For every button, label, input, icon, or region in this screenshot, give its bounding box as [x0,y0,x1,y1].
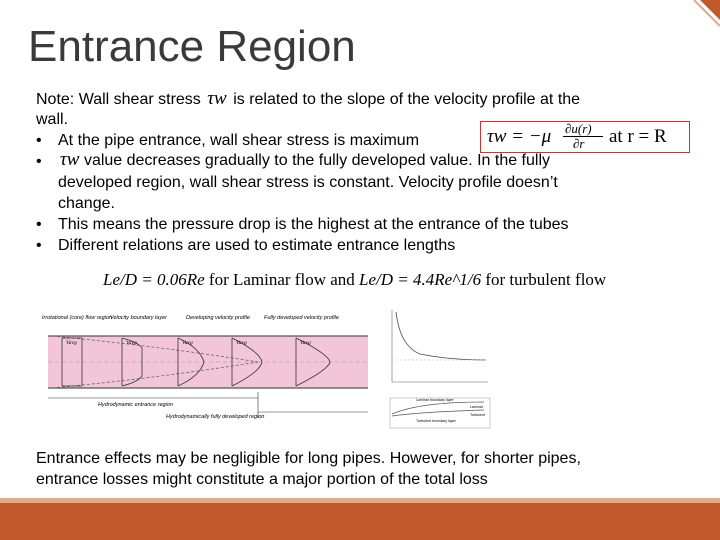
bullet-4: Different relations are used to estimate… [58,237,456,254]
closing-paragraph: Entrance effects may be negligible for l… [36,448,686,490]
bullet-1: At the pipe entrance, wall shear stress … [58,132,420,149]
label-fully-developed-profile: Fully developed velocity profile [264,315,339,321]
boundary-layer-top [51,335,259,363]
vavg-label: Vavg [236,340,247,346]
laminar-layer-curve [391,401,485,415]
turbulent-label: for turbulent flow [485,270,607,289]
shear-decay-figure: Laminar boundary layer Turbulent boundar… [389,310,491,429]
bullet-2-text: value decreases gradually to the fully d… [83,152,551,169]
bullet-marker: • [36,237,42,254]
label-entrance-region: Hydrodynamic entrance region [98,402,173,408]
label-irrotational-core: Irrotational (core) flow region [42,315,112,321]
bullet-marker: • [36,216,42,233]
shear-stress-equation: τw = −μ ∂u(r) ∂r at r = R [480,121,690,153]
laminar-expression: Le/D = 0.06Re [103,270,205,289]
entrance-length-relations: Le/D = 0.06Re for Laminar flow and Le/D … [103,270,606,290]
legend-laminar: Laminar [470,405,484,409]
legend-turbulent-bl: Turbulent boundary layer [416,419,457,423]
legend-turbulent: Turbulent [470,413,485,417]
bullet-marker: • [36,153,42,170]
turbulent-expression: Le/D = 4.4Re^1/6 [359,270,482,289]
bullet-2-cont: change. [58,195,115,212]
footer-bar [0,503,720,540]
corner-decoration [693,0,720,27]
bullet-3: This means the pressure drop is the high… [58,216,569,233]
vavg-label: Vavg [300,340,311,346]
equation-denominator: ∂r [573,136,585,151]
equation-lhs: τw = −μ [487,126,552,147]
closing-line-2: entrance losses might constitute a major… [36,471,488,488]
tau-w-symbol: τw [60,149,80,170]
note-cont: wall. [36,111,69,128]
vavg-label: Vavg [182,340,193,346]
velocity-profiles [61,337,331,387]
bullet-marker: • [36,132,42,149]
boundary-layer-bottom [51,361,259,389]
shear-curve [395,311,487,361]
note-suffix: is related to the slope of the velocity … [233,91,581,108]
footer-accent-line [0,498,720,503]
equation-condition: at r = R [609,126,667,147]
pipe-body [48,336,368,388]
label-developing-profile: Developing velocity profile [186,315,250,321]
pipe-flow-figure: Irrotational (core) flow region Velocity… [42,315,368,420]
note-line: Note: Wall shear stress τw is related to… [36,88,580,110]
tau-w-symbol: τw [207,88,227,109]
closing-line-1: Entrance effects may be negligible for l… [36,450,581,467]
bullet-2: τw value decreases gradually to the full… [60,149,550,171]
vavg-label: Vavg [66,340,77,346]
bullet-2-cont: developed region, wall shear stress is c… [58,174,558,191]
label-velocity-boundary-layer: Velocity boundary layer [110,315,168,321]
laminar-label: for Laminar flow and [208,270,355,289]
slide-title: Entrance Region [28,22,356,71]
turbulent-layer-curve [391,409,485,417]
label-fully-developed-region: Hydrodynamically fully developed region [166,414,264,420]
inset-box [389,397,491,429]
fraction-bar [563,136,603,137]
note-prefix: Note: Wall shear stress [36,91,201,108]
legend-laminar-bl: Laminar boundary layer [416,398,455,402]
equation-numerator: ∂u(r) [565,121,592,136]
vavg-label: Vavg [126,340,137,346]
